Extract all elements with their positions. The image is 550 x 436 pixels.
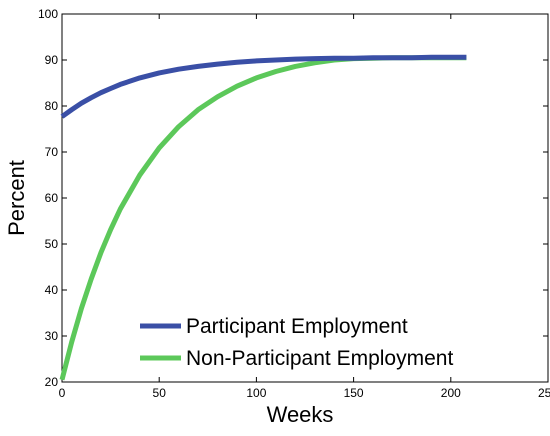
x-tick-label: 0 (59, 386, 66, 400)
y-tick-label: 70 (45, 145, 59, 159)
series-line-participant (60, 54, 467, 119)
x-tick-label: 200 (441, 386, 461, 400)
y-tick-label: 100 (38, 7, 58, 21)
axis-ticks: 0 50 100 150 200 250 20 30 40 50 60 70 80 90 100 (38, 7, 550, 400)
y-tick-label: 90 (45, 53, 59, 67)
x-axis-title: Weeks (267, 402, 334, 427)
series-layer (59, 54, 467, 381)
legend-label-non-participant: Non-Participant Employment (186, 347, 453, 370)
y-tick-label: 40 (45, 283, 59, 297)
y-tick-label: 60 (45, 191, 59, 205)
x-tick-label: 250 (538, 386, 550, 400)
x-tick-label: 100 (246, 386, 266, 400)
y-tick-label: 50 (45, 237, 59, 251)
y-tick-label: 80 (45, 99, 59, 113)
x-tick-label: 150 (344, 386, 364, 400)
y-axis-title: Percent (4, 160, 29, 236)
legend-label-participant: Participant Employment (186, 315, 408, 338)
y-tick-label: 30 (45, 329, 59, 343)
legend: Participant Employment Non-Participant E… (140, 315, 453, 370)
y-tick-label: 20 (45, 375, 59, 389)
x-tick-label: 50 (153, 386, 167, 400)
